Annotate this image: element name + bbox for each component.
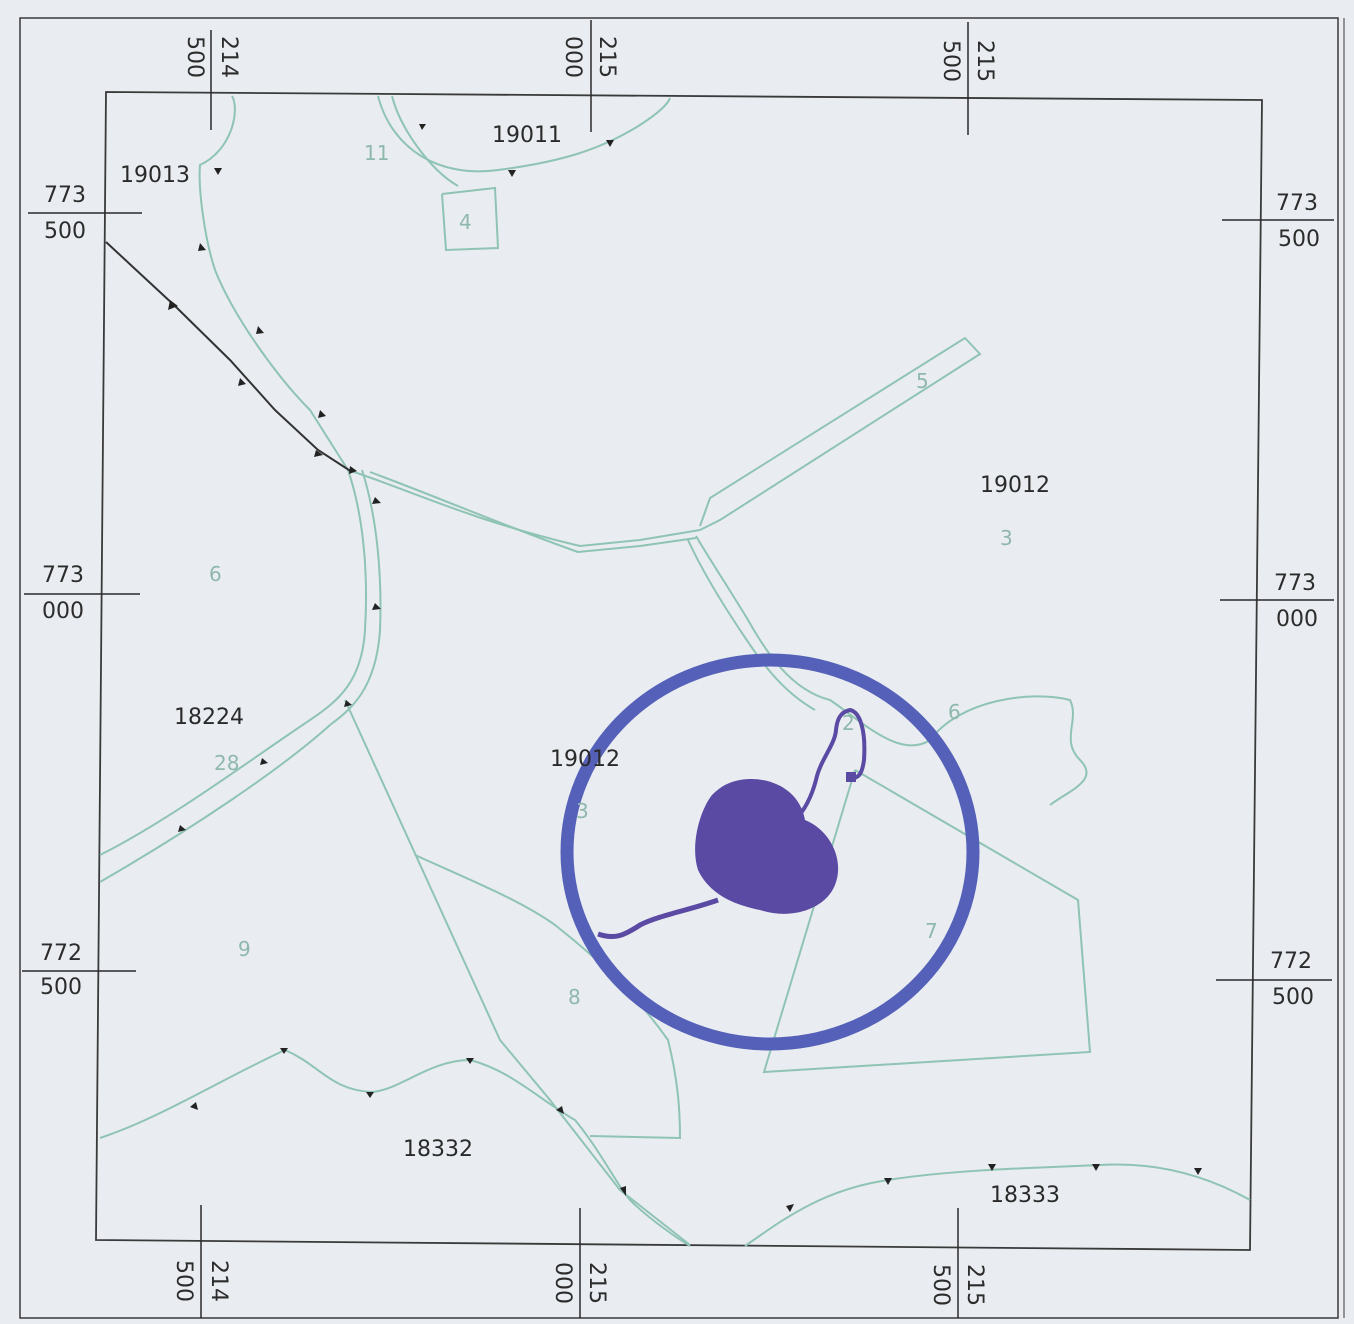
plot-8: 8 xyxy=(568,985,581,1009)
plot-2: 2 xyxy=(842,711,855,735)
parcel-19013: 19013 xyxy=(120,163,190,188)
grid-right-1-b: 500 xyxy=(1278,227,1320,252)
outer-frame xyxy=(19,17,1339,1319)
grid-right-2-b: 000 xyxy=(1276,607,1318,632)
inner-frame xyxy=(95,91,1263,1251)
grid-top-1-b: 500 xyxy=(182,36,207,78)
parcel-boundaries xyxy=(99,95,1251,1247)
plot-9: 9 xyxy=(238,937,251,961)
highlight-circle xyxy=(560,653,980,1051)
plot-28: 28 xyxy=(214,751,239,775)
plot-3-lower: 3 xyxy=(576,799,589,823)
grid-right-2-a: 773 xyxy=(1274,571,1316,596)
plot-7: 7 xyxy=(925,919,938,943)
grid-left-3-b: 500 xyxy=(40,975,82,1000)
grid-bottom-3-b: 500 xyxy=(928,1264,953,1306)
grid-left-2-b: 000 xyxy=(42,599,84,624)
plot-4: 4 xyxy=(459,210,472,234)
lake xyxy=(597,707,867,940)
parcel-18332: 18332 xyxy=(403,1137,473,1162)
parcel-18333: 18333 xyxy=(990,1183,1060,1208)
parcel-19012-upper: 19012 xyxy=(980,473,1050,498)
grid-left-1-b: 500 xyxy=(44,219,86,244)
parcel-19012-lower: 19012 xyxy=(550,747,620,772)
grid-left-1-a: 773 xyxy=(44,183,86,208)
plot-5: 5 xyxy=(916,369,929,393)
grid-right-3-a: 772 xyxy=(1270,949,1312,974)
parcel-19011: 19011 xyxy=(492,123,562,148)
grid-bottom-2-b: 000 xyxy=(550,1262,575,1304)
grid-top-2-b: 000 xyxy=(560,36,585,78)
plot-6-left: 6 xyxy=(209,562,222,586)
grid-bottom-1-b: 500 xyxy=(171,1260,196,1302)
grid-right-3-b: 500 xyxy=(1272,985,1314,1010)
grid-left-3-a: 772 xyxy=(40,941,82,966)
grid-bottom-3-a: 215 xyxy=(962,1264,987,1306)
grid-top-1-a: 214 xyxy=(216,36,241,78)
grid-right-1-a: 773 xyxy=(1276,191,1318,216)
grid-ticks xyxy=(22,20,1334,1318)
grid-top-3-b: 500 xyxy=(938,40,963,82)
plot-3-upper: 3 xyxy=(1000,526,1013,550)
grid-bottom-2-a: 215 xyxy=(584,1262,609,1304)
parcel-18224: 18224 xyxy=(174,705,244,730)
grid-left-2-a: 773 xyxy=(42,563,84,588)
plot-6-right: 6 xyxy=(948,700,961,724)
escarpment-lines xyxy=(105,124,1202,1212)
grid-top-2-a: 215 xyxy=(594,36,619,78)
plot-11: 11 xyxy=(364,141,389,165)
grid-bottom-1-a: 214 xyxy=(206,1260,231,1302)
grid-top-3-a: 215 xyxy=(972,40,997,82)
